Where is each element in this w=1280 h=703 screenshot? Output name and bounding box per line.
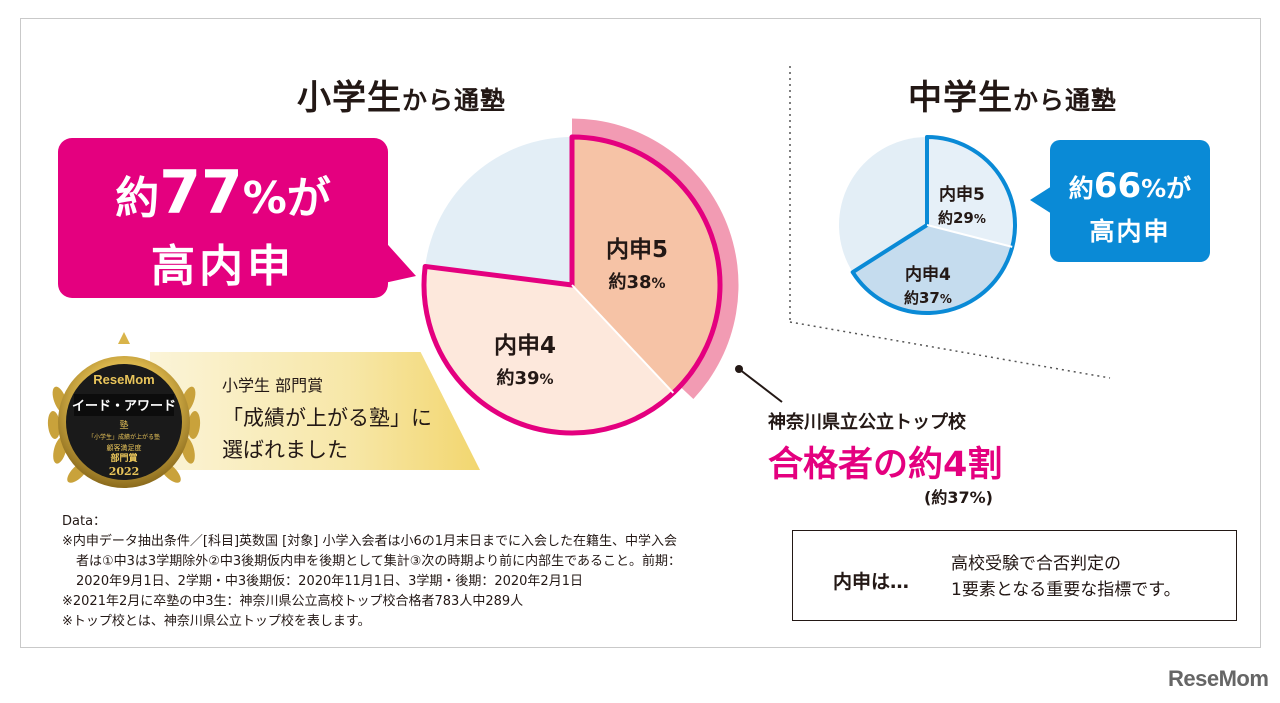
elementary-pie-chart — [421, 118, 739, 436]
dotted-divider — [789, 66, 1111, 379]
note-line: ※2021年2月に卒塾の中3生：神奈川県公立高校トップ校合格者783人中289人 — [62, 594, 524, 609]
junior-high-pie-chart — [839, 135, 1017, 315]
award-badge: ReseMom イード・アワード 塾 「小学生」成績が上がる塾 顧客満足度 部門… — [47, 332, 201, 488]
slice-divider — [571, 284, 675, 394]
top-school-share-arc — [572, 118, 739, 399]
note-line: ※内申データ抽出条件／[科目]英数国 [対象] 小学入会者は小6の1月末日までに… — [62, 534, 677, 549]
junior-high-chart-title: 中学生から通塾 — [908, 78, 1118, 118]
junior-high-callout: 約66%が 高内申 — [1050, 140, 1210, 262]
elementary-callout: 約77%が 高内申 — [58, 138, 388, 298]
note-line: 2020年9月1日、2学期・中3後期仮：2020年11月1日、3学期・後期：20… — [76, 574, 583, 589]
award-banner — [150, 352, 480, 470]
junior-high-slice-label-5: 内申5 約29% — [938, 185, 986, 227]
pie-slice-0 — [572, 137, 720, 393]
elementary-slice-label-5: 内申5 約38% — [606, 237, 669, 293]
top-school-leader-line — [735, 365, 783, 403]
data-notes: Data： ※内申データ抽出条件／[科目]英数国 [対象] 小学入会者は小6の1… — [62, 512, 681, 632]
top-school-annotation: 神奈川県立公立トップ校 合格者の約4割 (約37%) — [768, 412, 1003, 507]
note-line: ※トップ校とは、神奈川県公立トップ校を表します。 — [62, 614, 371, 629]
pie-slice-2 — [425, 137, 572, 285]
badge-sub2: 「小学生」成績が上がる塾 — [88, 433, 160, 441]
slice-divider — [926, 224, 1013, 248]
badge-title: イード・アワード — [72, 399, 176, 414]
junior-high-slice-label-4: 内申4 約37% — [904, 265, 952, 307]
note-line: 者は①中3は3学期除外②中3後期仮内申を後期として集計③次の時期より前に内部生で… — [76, 554, 681, 569]
badge-sub4: 部門賞 — [110, 452, 137, 464]
high-naishin-outline — [850, 135, 1017, 315]
pie-slice-1 — [424, 266, 674, 434]
pink-callout-pointer — [380, 236, 416, 284]
elementary-slice-label-4: 内申4 約39% — [494, 333, 557, 389]
award-text: 小学生 部門賞 「成績が上がる塾」に 選ばれました — [222, 376, 432, 462]
naishin-definition-box: 内申は… 高校受験で合否判定の 1要素となる重要な指標です。 — [792, 530, 1237, 621]
badge-year: 2022 — [109, 465, 140, 478]
content-frame — [20, 18, 1261, 648]
badge-sub3: 顧客満足度 — [107, 443, 142, 452]
elementary-chart-title: 小学生から通塾 — [297, 78, 507, 118]
high-naishin-outline — [421, 134, 723, 436]
badge-brand: ReseMom — [93, 372, 154, 387]
resemom-logo: ReseMom — [1168, 666, 1269, 691]
note-line: Data： — [62, 514, 107, 529]
badge-sub1: 塾 — [119, 419, 128, 431]
pie-slice-0 — [927, 137, 1015, 247]
blue-callout-pointer — [1030, 186, 1052, 214]
